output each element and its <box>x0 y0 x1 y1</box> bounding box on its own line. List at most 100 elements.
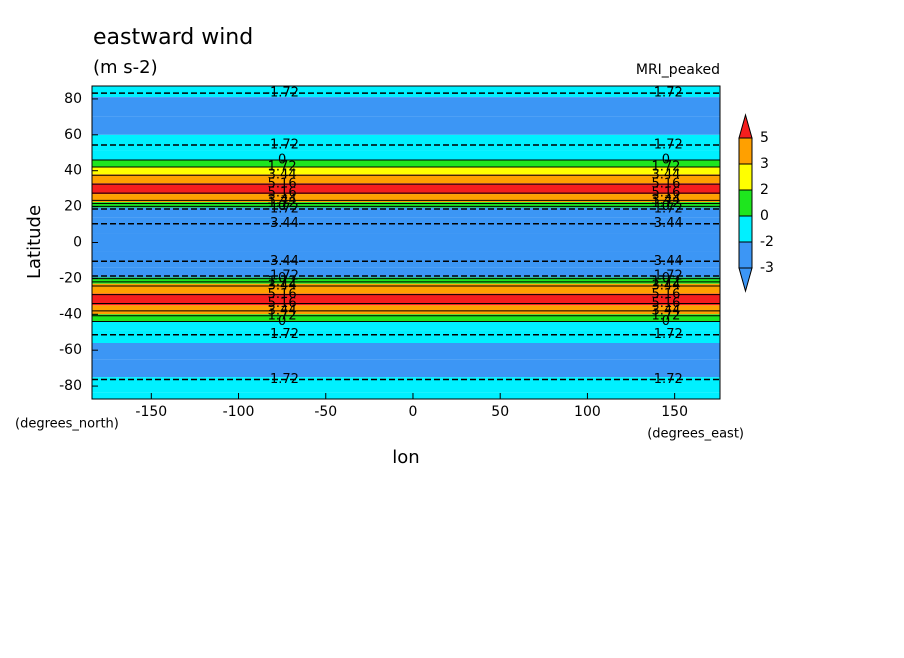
contour-label: 0 <box>662 199 670 214</box>
contour-label: -1.72 <box>649 327 683 342</box>
colorbar-box <box>738 241 753 269</box>
contour-label: 3.44 <box>268 303 297 318</box>
contour-label: -1.72 <box>265 86 299 101</box>
contour-label: 3.44 <box>651 193 680 208</box>
contour-label: -1.72 <box>265 269 299 284</box>
y-tick-label: -40 <box>59 306 82 322</box>
contour-fill <box>92 134 720 151</box>
contour-label: 1.72 <box>651 308 680 323</box>
contour-fill <box>92 233 720 252</box>
y-tick-label: -60 <box>59 342 82 358</box>
y-axis-label: Latitude <box>24 205 45 279</box>
contour-fill <box>92 86 720 98</box>
contour-label: 5.16 <box>268 296 297 311</box>
colorbar-label: -2 <box>760 234 774 250</box>
colorbar-label: 3 <box>760 156 769 172</box>
contour-fill <box>92 377 720 393</box>
contour-fill <box>92 321 720 331</box>
contour-label: -1.72 <box>265 138 299 153</box>
contour-fill <box>92 283 720 294</box>
y-tick-label: 80 <box>64 91 82 107</box>
contour-label: -1.72 <box>265 372 299 387</box>
contour-label: -1.72 <box>649 372 683 387</box>
y-tick-label: 0 <box>73 235 82 251</box>
contour-label: 0 <box>278 199 286 214</box>
contour-fill <box>92 330 720 344</box>
contour-fill <box>92 194 720 203</box>
y-tick-label: -80 <box>59 378 82 394</box>
contour-label: 3.44 <box>651 168 680 183</box>
contour-fill <box>92 97 720 117</box>
contour-label: -1.72 <box>649 269 683 284</box>
contour-label: 0 <box>278 152 286 167</box>
x-tick-label: -150 <box>135 404 167 420</box>
contour-label: 3.44 <box>651 303 680 318</box>
contour-label: -3.44 <box>649 254 683 269</box>
contour-fill <box>92 174 720 184</box>
colorbar-label: 0 <box>760 208 769 224</box>
contour-label: 0 <box>662 271 670 286</box>
contour-fill <box>92 314 720 322</box>
colorbar-triangle <box>738 267 753 293</box>
contour-label: 1.72 <box>651 159 680 174</box>
contour-label: -1.72 <box>265 201 299 216</box>
y-tick-label: 20 <box>64 199 82 215</box>
contour-fill <box>92 202 720 208</box>
x-units: (degrees_east) <box>647 427 744 442</box>
contour-fill <box>92 251 720 268</box>
contour-fill <box>92 267 720 278</box>
contour-label: 5.16 <box>651 296 680 311</box>
contour-label: -3.44 <box>265 254 299 269</box>
contour-label: 0 <box>662 152 670 167</box>
x-tick-label: 100 <box>574 404 601 420</box>
contour-label: -3.44 <box>649 216 683 231</box>
contour-fill <box>92 207 720 218</box>
contour-label: 5.16 <box>268 186 297 201</box>
contour-fill <box>92 183 720 195</box>
contour-fill <box>92 217 720 234</box>
contour-label: 1.72 <box>268 196 297 211</box>
contour-fill <box>92 305 720 315</box>
colorbar-box <box>738 137 753 165</box>
y-units: (degrees_north) <box>15 417 119 432</box>
y-tick-label: -20 <box>59 270 82 286</box>
x-tick-label: -100 <box>223 404 255 420</box>
contour-label: 3.44 <box>651 279 680 294</box>
contour-fill <box>92 159 720 168</box>
contour-label: -3.44 <box>265 216 299 231</box>
colorbar-box <box>738 215 753 243</box>
y-tick-label: 40 <box>64 163 82 179</box>
contour-label: -1.72 <box>649 138 683 153</box>
contour-label: 5.16 <box>651 186 680 201</box>
contour-fill <box>92 277 720 284</box>
chart-subtitle: (m s-2) <box>93 57 158 78</box>
contour-label: 0 <box>278 271 286 286</box>
contour-fill <box>92 392 720 399</box>
contour-label: 1.72 <box>268 159 297 174</box>
colorbar-label: 5 <box>760 130 769 146</box>
contour-label: 5.16 <box>268 287 297 302</box>
contour-fill <box>92 150 720 160</box>
contour-label: -1.72 <box>649 86 683 101</box>
contour-fill <box>92 116 720 135</box>
contour-label: 3.44 <box>268 193 297 208</box>
contour-label: -1.72 <box>265 327 299 342</box>
contour-label: 1.72 <box>268 308 297 323</box>
contour-label: 0 <box>662 314 670 329</box>
colorbar-label: 2 <box>760 182 769 198</box>
x-tick-label: -50 <box>314 404 337 420</box>
contour-label: 5.16 <box>651 287 680 302</box>
x-tick-label: 150 <box>661 404 688 420</box>
x-axis-label: lon <box>392 447 419 468</box>
contour-fill <box>92 343 720 360</box>
contour-label: 5.16 <box>268 177 297 192</box>
contour-fill <box>92 359 720 378</box>
contour-fill <box>92 293 720 306</box>
annotation: MRI_peaked <box>636 62 720 78</box>
contour-label: 1.72 <box>651 196 680 211</box>
chart-title: eastward wind <box>93 25 253 50</box>
contour-label: 3.44 <box>268 279 297 294</box>
contour-label: 5.16 <box>651 177 680 192</box>
colorbar-box <box>738 189 753 217</box>
